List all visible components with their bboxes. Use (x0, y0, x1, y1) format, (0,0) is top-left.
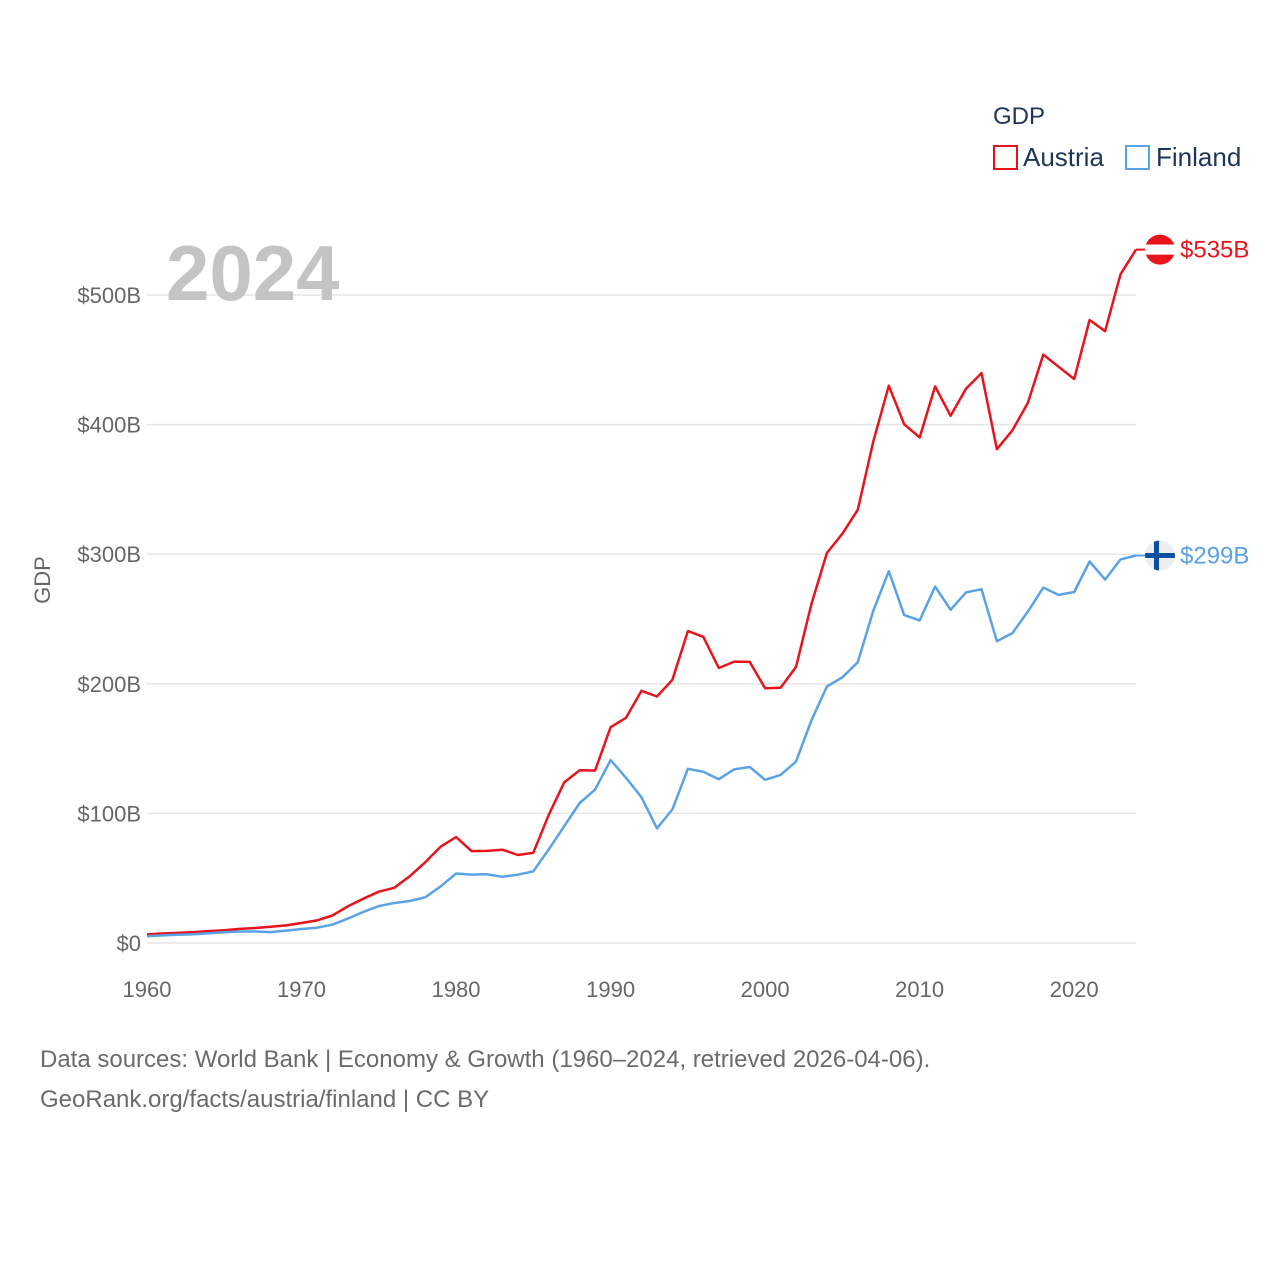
y-tick-label: $0 (117, 931, 141, 956)
x-tick-label: 2020 (1050, 977, 1099, 1002)
series-line-finland (146, 554, 1137, 938)
gridlines (147, 294, 1136, 944)
year-label: 2024 (166, 229, 340, 317)
legend: GDP Austria Finland (993, 103, 1241, 172)
legend-swatch-finland[interactable] (1125, 145, 1150, 170)
series-lines (146, 248, 1160, 938)
legend-swatch-austria[interactable] (993, 145, 1018, 170)
source-url-license: GeoRank.org/facts/austria/finland | CC B… (40, 1086, 490, 1113)
y-tick-label: $400B (77, 413, 141, 438)
x-tick-label: 1970 (277, 977, 326, 1002)
x-axis-ticks: 1960 1970 1980 1990 2000 2010 2020 (123, 977, 1099, 1002)
finland-flag-icon (1145, 540, 1175, 571)
x-tick-label: 2000 (741, 977, 790, 1002)
y-tick-label: $500B (77, 283, 141, 308)
legend-label-austria[interactable]: Austria (1023, 142, 1104, 172)
footer: Data sources: World Bank | Economy & Gro… (40, 1040, 1240, 1120)
series-line-austria (146, 248, 1138, 936)
end-value-label-austria: $535B (1180, 237, 1249, 264)
y-axis-title: GDP (30, 556, 55, 604)
legend-label-finland[interactable]: Finland (1156, 142, 1241, 172)
x-tick-label: 1990 (586, 977, 635, 1002)
legend-title: GDP (993, 103, 1045, 130)
austria-flag-icon (1145, 234, 1175, 265)
y-tick-label: $200B (77, 672, 141, 697)
gdp-line-chart: $0 $100B $200B $300B $400B $500B 1960 1970 1980… (30, 103, 1249, 1002)
data-sources-text: Data sources: World Bank | Economy & Gro… (40, 1046, 931, 1073)
x-tick-label: 1980 (432, 977, 481, 1002)
y-axis-ticks: $0 $100B $200B $300B $400B $500B (77, 283, 141, 956)
x-tick-label: 1960 (123, 977, 172, 1002)
x-tick-label: 2010 (895, 977, 944, 1002)
y-tick-label: $300B (77, 542, 141, 567)
y-tick-label: $100B (77, 801, 141, 826)
end-value-label-finland: $299B (1180, 542, 1249, 569)
